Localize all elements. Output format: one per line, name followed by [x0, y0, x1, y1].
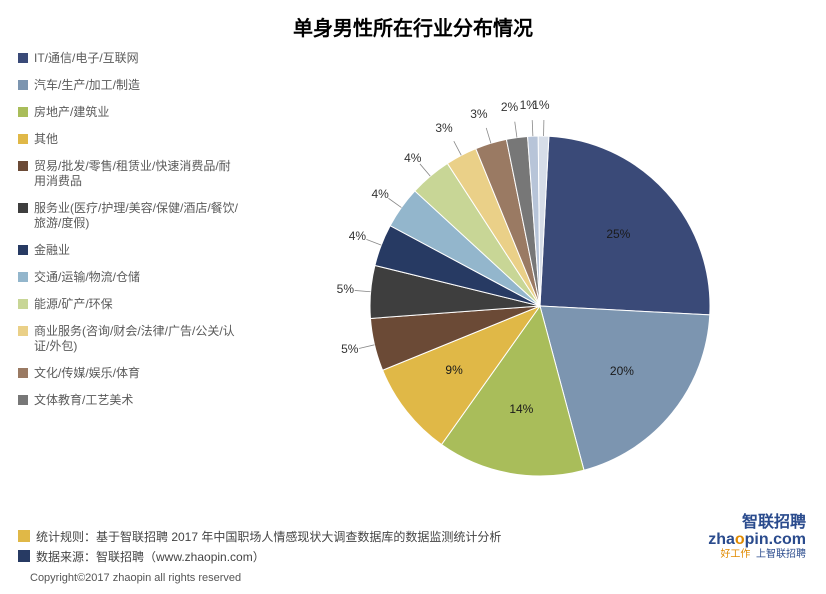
legend-item: 商业服务(咨询/财会/法律/广告/公关/认证/外包): [18, 324, 238, 354]
slice-label: 5%: [341, 342, 358, 356]
legend-label: 贸易/批发/零售/租赁业/快速消费品/耐用消费品: [34, 159, 238, 189]
legend-label: 金融业: [34, 243, 70, 258]
zhaopin-logo: 智联招聘 zhaopin.com 好工作 上智联招聘: [708, 514, 806, 560]
logo-en-part: pin: [745, 531, 769, 548]
slice-label: 4%: [404, 151, 421, 165]
logo-en-part: .com: [769, 531, 806, 548]
legend-label: 汽车/生产/加工/制造: [34, 78, 140, 93]
legend-label: 文化/传媒/娱乐/体育: [34, 366, 140, 381]
footer: 统计规则：基于智联招聘 2017 年中国职场人情感现状大调查数据库的数据监测统计…: [0, 526, 826, 594]
legend-label: 文体教育/工艺美术: [34, 393, 133, 408]
logo-en-part: zha: [708, 531, 735, 548]
legend-label: 其他: [34, 132, 58, 147]
data-source-row: 数据来源：智联招聘（www.zhaopin.com）: [0, 546, 826, 566]
slice-label: 9%: [445, 363, 462, 377]
legend-label: 房地产/建筑业: [34, 105, 109, 120]
leader-line: [532, 120, 533, 136]
data-source-text: 数据来源：智联招聘（www.zhaopin.com）: [36, 548, 265, 565]
slice-label: 2%: [501, 100, 518, 114]
legend-swatch: [18, 53, 28, 63]
slice-label: 1%: [532, 98, 549, 112]
logo-en: zhaopin.com: [708, 531, 806, 549]
legend-item: 交通/运输/物流/仓储: [18, 270, 238, 285]
legend-swatch: [18, 368, 28, 378]
legend-label: 服务业(医疗/护理/美容/保健/酒店/餐饮/旅游/度假): [34, 201, 238, 231]
stat-rule-swatch: [18, 530, 30, 542]
slice-label: 4%: [349, 229, 366, 243]
legend-swatch: [18, 134, 28, 144]
slice-label: 3%: [470, 107, 487, 121]
leader-line: [420, 164, 430, 176]
legend-swatch: [18, 161, 28, 171]
logo-cn: 智联招聘: [708, 514, 806, 532]
legend-swatch: [18, 80, 28, 90]
legend-item: 文体教育/工艺美术: [18, 393, 238, 408]
pie-svg: [300, 56, 800, 556]
legend-item: 能源/矿产/环保: [18, 297, 238, 312]
slice-label: 4%: [371, 187, 388, 201]
slice-label: 20%: [610, 364, 634, 378]
legend-swatch: [18, 395, 28, 405]
legend-label: 交通/运输/物流/仓储: [34, 270, 140, 285]
legend-swatch: [18, 272, 28, 282]
chart-title: 单身男性所在行业分布情况: [0, 0, 826, 41]
legend-label: IT/通信/电子/互联网: [34, 51, 139, 66]
legend-item: 文化/传媒/娱乐/体育: [18, 366, 238, 381]
legend-swatch: [18, 203, 28, 213]
logo-en-part: o: [735, 531, 745, 548]
legend-swatch: [18, 299, 28, 309]
legend-swatch: [18, 245, 28, 255]
leader-line: [486, 128, 491, 143]
legend-item: 汽车/生产/加工/制造: [18, 78, 238, 93]
legend-swatch: [18, 326, 28, 336]
slice-label: 3%: [435, 121, 452, 135]
chart-area: IT/通信/电子/互联网汽车/生产/加工/制造房地产/建筑业其他贸易/批发/零售…: [0, 41, 826, 511]
legend-swatch: [18, 107, 28, 117]
pie-chart: 25%20%14%9%5%5%4%4%4%3%3%2%1%1%: [300, 56, 800, 496]
leader-line: [355, 290, 371, 291]
leader-line: [388, 198, 401, 207]
leader-line: [515, 122, 517, 138]
leader-line: [359, 345, 375, 349]
legend-item: 其他: [18, 132, 238, 147]
legend-item: 贸易/批发/零售/租赁业/快速消费品/耐用消费品: [18, 159, 238, 189]
slice-label: 25%: [606, 227, 630, 241]
legend: IT/通信/电子/互联网汽车/生产/加工/制造房地产/建筑业其他贸易/批发/零售…: [18, 51, 238, 420]
logo-sub: 好工作 上智联招聘: [708, 549, 806, 560]
legend-label: 能源/矿产/环保: [34, 297, 113, 312]
data-source-swatch: [18, 550, 30, 562]
legend-label: 商业服务(咨询/财会/法律/广告/公关/认证/外包): [34, 324, 238, 354]
slice-label: 14%: [509, 402, 533, 416]
legend-item: 服务业(医疗/护理/美容/保健/酒店/餐饮/旅游/度假): [18, 201, 238, 231]
leader-line: [454, 141, 461, 155]
legend-item: IT/通信/电子/互联网: [18, 51, 238, 66]
stat-rule-row: 统计规则：基于智联招聘 2017 年中国职场人情感现状大调查数据库的数据监测统计…: [0, 526, 826, 546]
legend-item: 房地产/建筑业: [18, 105, 238, 120]
pie-slice: [540, 136, 710, 315]
copyright-text: Copyright©2017 zhaopin all rights reserv…: [0, 566, 826, 594]
stat-rule-text: 统计规则：基于智联招聘 2017 年中国职场人情感现状大调查数据库的数据监测统计…: [36, 528, 501, 545]
legend-item: 金融业: [18, 243, 238, 258]
slice-label: 5%: [337, 282, 354, 296]
leader-line: [366, 239, 381, 245]
